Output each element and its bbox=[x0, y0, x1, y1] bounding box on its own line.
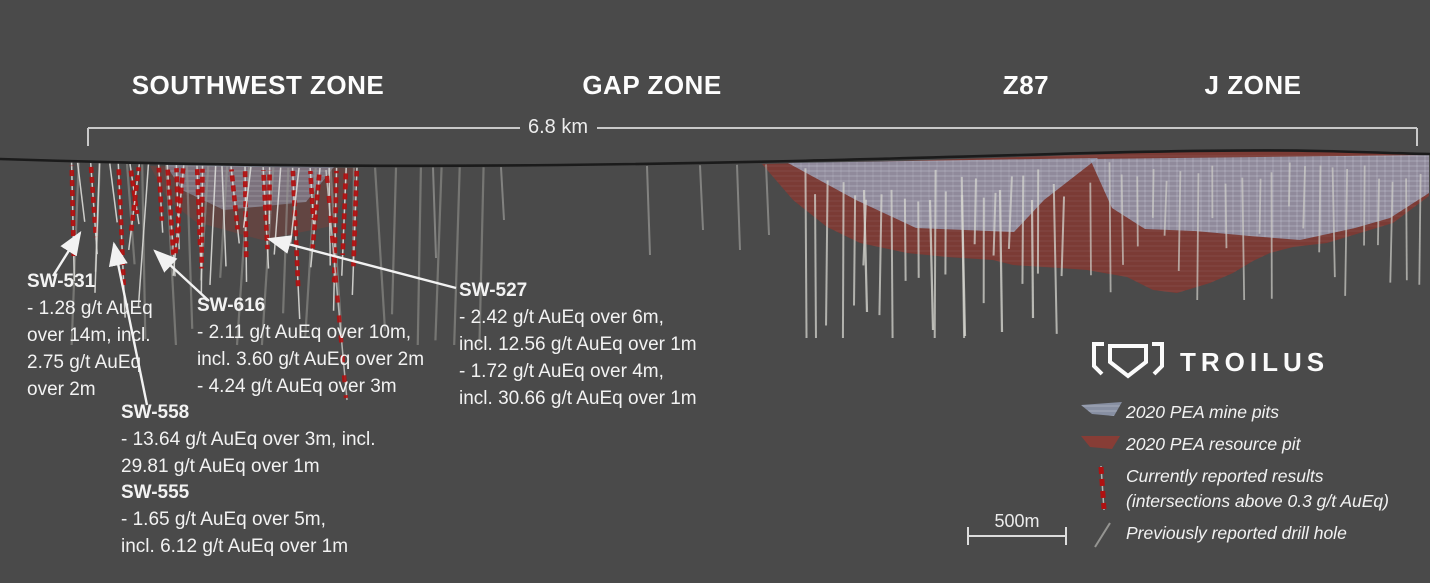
legend-item-current-results: Currently reported results (intersection… bbox=[1080, 464, 1410, 514]
legend-item-previous-hole: Previously reported drill hole bbox=[1080, 521, 1410, 549]
legend: 2020 PEA mine pits Currently reported re… bbox=[1080, 400, 1410, 556]
scale-bar-500m bbox=[967, 527, 1067, 545]
troilus-logo: TROILUS bbox=[1086, 338, 1329, 386]
legend-item-resource-pit: Currently reported results 2020 PEA reso… bbox=[1080, 432, 1410, 457]
current-results-icon bbox=[1080, 464, 1126, 514]
mine-pit-swatch-icon bbox=[1080, 400, 1126, 422]
annotation-sw-527: SW-527 - 2.42 g/t AuEq over 6m, incl. 12… bbox=[459, 277, 697, 412]
surface-line bbox=[0, 149, 1430, 168]
zone-label-z87: Z87 bbox=[1002, 70, 1050, 100]
scale-bar-6-8km bbox=[87, 127, 1418, 146]
scale-bar-label: 6.8 km bbox=[527, 116, 589, 138]
zone-label-gap: GAP ZONE bbox=[582, 70, 722, 100]
hole-id: SW-527 bbox=[459, 280, 528, 301]
previous-hole-icon bbox=[1080, 521, 1126, 549]
troilus-shield-icon bbox=[1092, 342, 1164, 379]
hole-id: SW-531 bbox=[27, 271, 96, 292]
annotation-sw-558: SW-558 - 13.64 g/t AuEq over 3m, incl. 2… bbox=[121, 399, 376, 480]
gap-zone-drill-holes bbox=[432, 164, 770, 259]
zone-label-southwest: SOUTHWEST ZONE bbox=[131, 70, 385, 100]
hole-id: SW-616 bbox=[197, 295, 266, 316]
legend-item-mine-pits: 2020 PEA mine pits bbox=[1080, 400, 1410, 425]
annotation-sw-531: SW-531 - 1.28 g/t AuEq over 14m, incl. 2… bbox=[27, 268, 153, 403]
hole-id: SW-555 bbox=[121, 482, 190, 503]
mini-scale-label: 500m bbox=[994, 511, 1040, 531]
resource-pit-swatch-icon bbox=[1080, 432, 1126, 454]
z87-jzone-drill-holes bbox=[804, 162, 1422, 339]
annotation-sw-555: SW-555 - 1.65 g/t AuEq over 5m, incl. 6.… bbox=[121, 479, 348, 560]
logo-text: TROILUS bbox=[1180, 346, 1330, 377]
annotation-arrows bbox=[51, 230, 457, 406]
annotation-sw-616: SW-616 - 2.11 g/t AuEq over 10m, incl. 3… bbox=[197, 292, 424, 400]
hole-id: SW-558 bbox=[121, 402, 190, 423]
zone-label-jzone: J ZONE bbox=[1204, 70, 1302, 100]
